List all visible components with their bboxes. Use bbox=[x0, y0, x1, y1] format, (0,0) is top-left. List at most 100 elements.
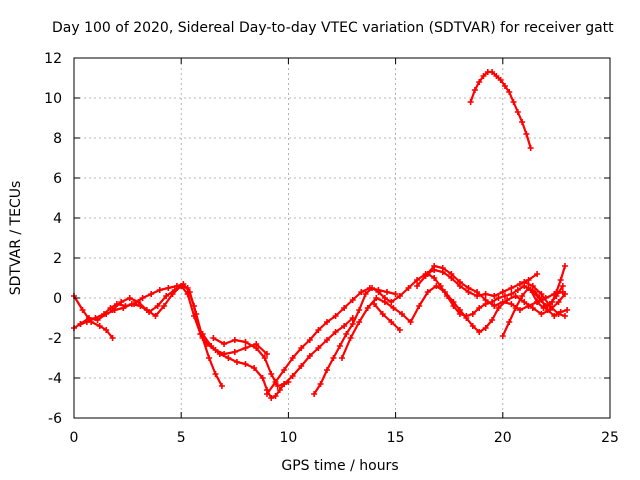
data-point bbox=[242, 361, 249, 367]
data-point bbox=[501, 83, 508, 89]
data-point bbox=[79, 307, 86, 313]
y-tick-label: 6 bbox=[53, 171, 62, 187]
data-point bbox=[450, 303, 457, 309]
data-point bbox=[555, 311, 562, 317]
data-point bbox=[525, 285, 532, 291]
data-point bbox=[103, 311, 110, 317]
data-point bbox=[225, 355, 232, 361]
data-point bbox=[154, 303, 161, 309]
data-point bbox=[549, 299, 556, 305]
data-point bbox=[519, 119, 526, 125]
data-point bbox=[311, 391, 318, 397]
data-point bbox=[559, 289, 566, 295]
data-point bbox=[343, 331, 350, 337]
data-point bbox=[156, 287, 163, 293]
data-point bbox=[103, 327, 110, 333]
data-point bbox=[210, 335, 217, 341]
data-point bbox=[77, 321, 84, 327]
data-point bbox=[261, 355, 268, 361]
data-point bbox=[474, 289, 481, 295]
x-tick-label: 5 bbox=[177, 430, 186, 446]
data-point bbox=[152, 313, 159, 319]
data-point bbox=[274, 383, 281, 389]
data-point bbox=[94, 317, 101, 323]
data-point bbox=[437, 283, 444, 289]
data-point bbox=[336, 343, 343, 349]
data-point bbox=[323, 367, 330, 373]
data-point bbox=[521, 299, 528, 305]
data-point bbox=[561, 313, 568, 319]
y-tick-label: 0 bbox=[53, 291, 62, 307]
data-point bbox=[184, 285, 191, 291]
data-point bbox=[489, 299, 496, 305]
data-point bbox=[534, 271, 541, 277]
data-point bbox=[259, 375, 266, 381]
series-track-4 bbox=[109, 283, 204, 337]
data-point bbox=[109, 335, 116, 341]
data-point bbox=[516, 307, 523, 313]
data-point bbox=[456, 279, 463, 285]
data-point bbox=[306, 337, 313, 343]
data-point bbox=[216, 351, 223, 357]
data-layer bbox=[71, 69, 571, 401]
data-point bbox=[538, 291, 545, 297]
data-point bbox=[519, 293, 526, 299]
data-point bbox=[276, 387, 283, 393]
data-point bbox=[126, 295, 133, 301]
grid bbox=[74, 58, 610, 418]
y-axis-label: SDTVAR / TECUs bbox=[8, 181, 24, 296]
data-point bbox=[512, 305, 519, 311]
data-point bbox=[392, 291, 399, 297]
series-track-14 bbox=[529, 263, 568, 309]
data-point bbox=[384, 289, 391, 295]
data-point bbox=[495, 295, 502, 301]
data-point bbox=[379, 311, 386, 317]
series-line bbox=[79, 284, 269, 356]
data-point bbox=[373, 295, 380, 301]
data-point bbox=[208, 343, 215, 349]
y-tick-label: -6 bbox=[48, 411, 62, 427]
data-point bbox=[362, 291, 369, 297]
data-point bbox=[424, 289, 431, 295]
data-point bbox=[371, 301, 378, 307]
data-point bbox=[467, 99, 474, 105]
data-point bbox=[559, 283, 566, 289]
data-point bbox=[233, 359, 240, 365]
data-point bbox=[242, 345, 249, 351]
data-point bbox=[118, 299, 125, 305]
data-point bbox=[489, 69, 496, 75]
data-point bbox=[221, 341, 228, 347]
data-point bbox=[364, 305, 371, 311]
data-point bbox=[298, 345, 305, 351]
data-point bbox=[476, 79, 483, 85]
data-point bbox=[341, 323, 348, 329]
data-point bbox=[330, 355, 337, 361]
data-point bbox=[306, 353, 313, 359]
data-point bbox=[231, 337, 238, 343]
data-point bbox=[272, 393, 279, 399]
data-point bbox=[551, 313, 558, 319]
data-point bbox=[381, 299, 388, 305]
series-line bbox=[373, 302, 401, 332]
data-point bbox=[525, 303, 532, 309]
chart-title: Day 100 of 2020, Sidereal Day-to-day VTE… bbox=[52, 20, 614, 36]
data-point bbox=[463, 313, 470, 319]
data-point bbox=[206, 355, 213, 361]
series-line bbox=[340, 284, 567, 360]
data-point bbox=[396, 327, 403, 333]
data-point bbox=[281, 367, 288, 373]
series-line bbox=[72, 294, 114, 340]
data-point bbox=[298, 363, 305, 369]
data-point bbox=[332, 329, 339, 335]
data-point bbox=[431, 263, 438, 269]
data-point bbox=[557, 277, 564, 283]
data-point bbox=[339, 355, 345, 361]
series-track-10 bbox=[371, 301, 403, 333]
data-point bbox=[529, 289, 536, 295]
data-point bbox=[476, 305, 483, 311]
data-point bbox=[564, 307, 571, 313]
data-point bbox=[212, 371, 219, 377]
data-point bbox=[163, 293, 170, 299]
data-point bbox=[191, 303, 198, 309]
